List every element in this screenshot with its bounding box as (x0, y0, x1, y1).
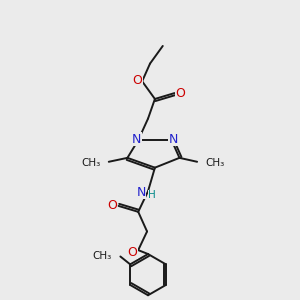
Text: N: N (136, 186, 146, 199)
Text: CH₃: CH₃ (82, 158, 101, 168)
Text: O: O (107, 200, 117, 212)
Text: O: O (128, 246, 137, 259)
Text: H: H (148, 190, 156, 200)
Text: CH₃: CH₃ (205, 158, 224, 168)
Text: O: O (176, 87, 185, 100)
Text: N: N (169, 133, 178, 146)
Text: O: O (132, 74, 142, 87)
Text: N: N (132, 133, 141, 146)
Text: CH₃: CH₃ (92, 250, 112, 260)
